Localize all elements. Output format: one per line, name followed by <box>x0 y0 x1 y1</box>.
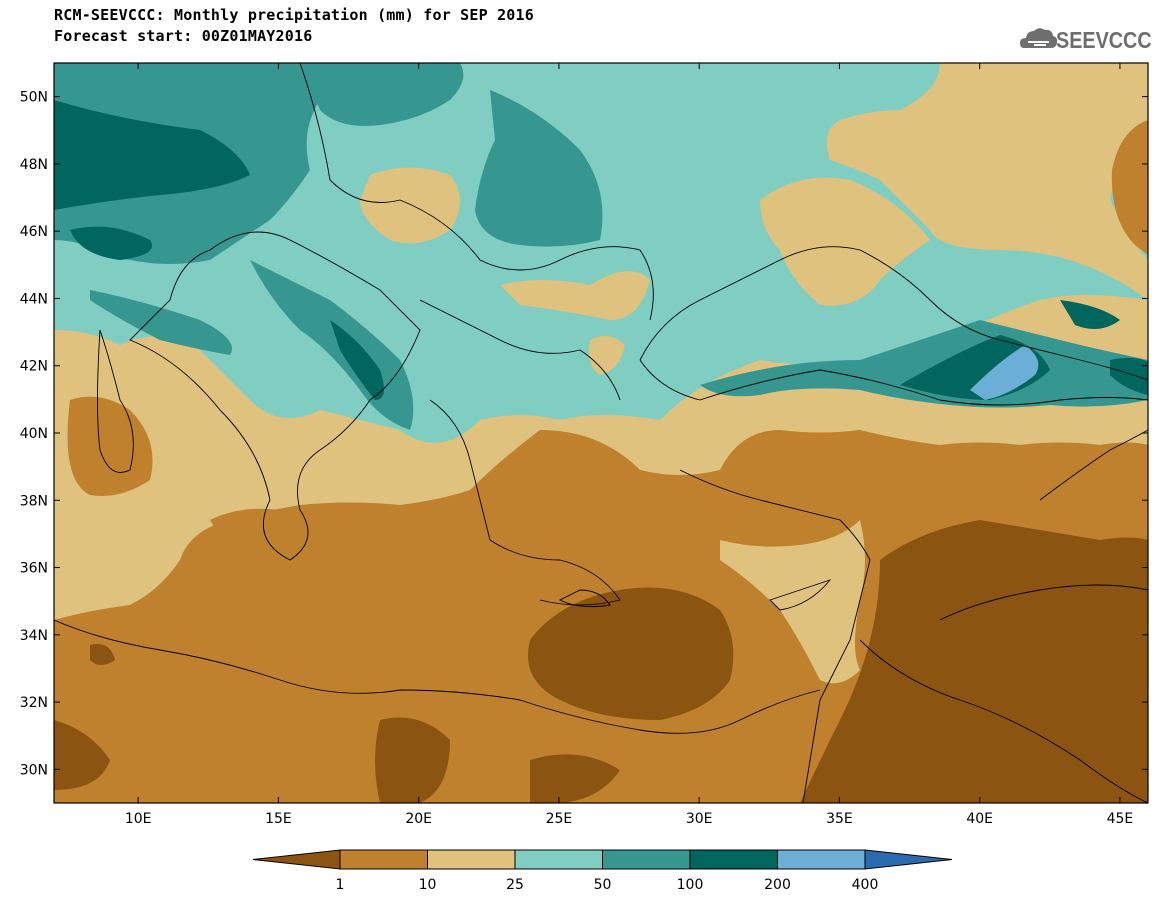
colorbar-label: 25 <box>506 877 524 893</box>
coastlines <box>54 63 1148 803</box>
lat-label: 40N <box>20 426 48 442</box>
lat-label: 50N <box>20 90 48 106</box>
lat-label: 48N <box>20 157 48 173</box>
forecast-start-label: Forecast start: 00Z01MAY2016 <box>54 27 313 45</box>
lon-label: 25E <box>546 811 573 827</box>
colorbar-arrow-right <box>864 849 953 870</box>
precipitation-field <box>54 63 1148 803</box>
colorbar-label: 50 <box>594 877 612 893</box>
lat-label: 30N <box>20 762 48 778</box>
lat-label: 36N <box>20 561 48 577</box>
lat-label: 34N <box>20 628 48 644</box>
colorbar-arrow-left <box>252 849 341 870</box>
colorbar-label: 1 <box>336 877 345 893</box>
longitude-axis: 10E 15E 20E 25E 30E 35E 40E 45E <box>125 63 1133 827</box>
lat-label: 42N <box>20 359 48 375</box>
lon-label: 45E <box>1107 811 1134 827</box>
logo-text: SEEVCCC <box>1056 27 1152 53</box>
map-title: RCM-SEEVCCC: Monthly precipitation (mm) … <box>54 6 534 24</box>
colorbar: 1 10 25 50 100 200 400 <box>252 849 953 893</box>
cloud-icon <box>1020 28 1058 48</box>
colorbar-box <box>602 849 691 870</box>
colorbar-box <box>777 849 866 870</box>
latitude-axis: 50N 48N 46N 44N 42N 40N 38N 36N 34N 32N 30N <box>20 90 1148 778</box>
lon-label: 40E <box>966 811 993 827</box>
lon-label: 35E <box>826 811 853 827</box>
colorbar-label: 10 <box>419 877 437 893</box>
colorbar-box <box>514 849 603 870</box>
colorbar-box <box>427 849 516 870</box>
lat-label: 32N <box>20 695 48 711</box>
lon-label: 30E <box>686 811 713 827</box>
colorbar-label: 400 <box>852 877 879 893</box>
lat-label: 46N <box>20 224 48 240</box>
lon-label: 10E <box>125 811 152 827</box>
lat-label: 38N <box>20 493 48 509</box>
lat-label: 44N <box>20 291 48 307</box>
colorbar-label: 200 <box>764 877 791 893</box>
lon-label: 15E <box>265 811 292 827</box>
lon-label: 20E <box>405 811 432 827</box>
colorbar-label: 100 <box>677 877 704 893</box>
colorbar-box <box>689 849 778 870</box>
colorbar-box <box>339 849 428 870</box>
